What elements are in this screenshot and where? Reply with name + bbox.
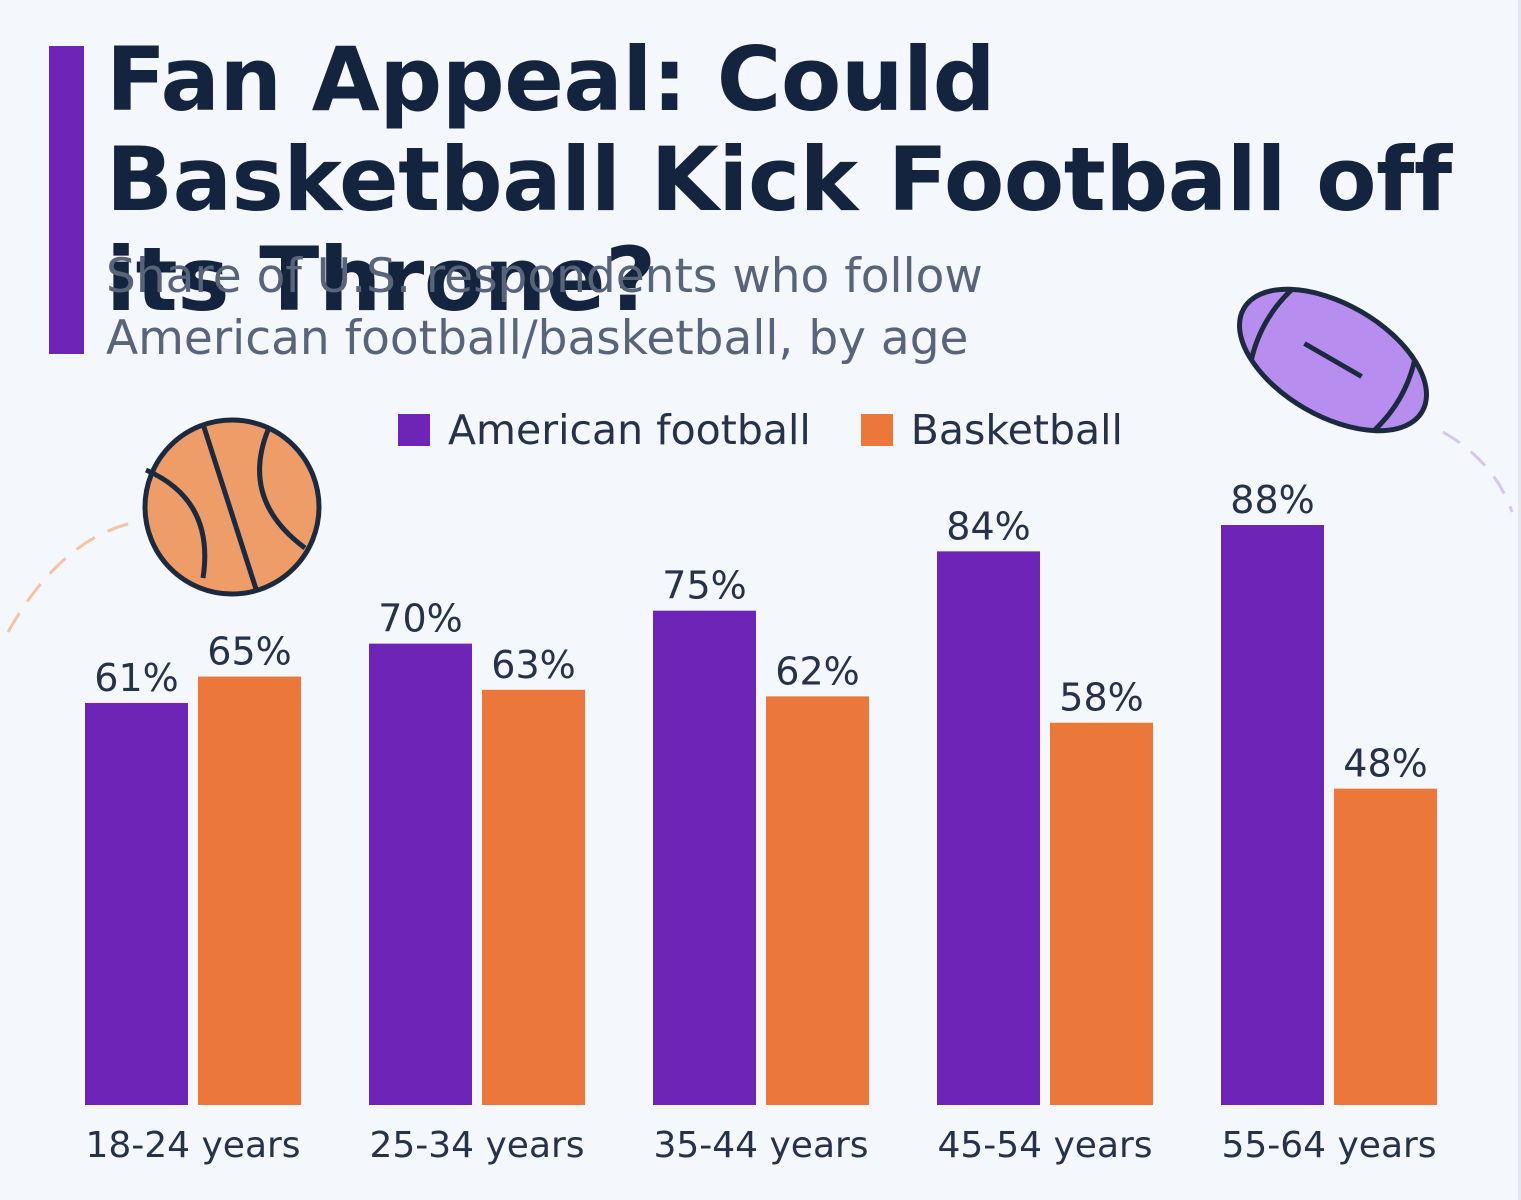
legend-item-basketball: Basketball bbox=[860, 406, 1123, 454]
american-football-icon bbox=[1237, 286, 1514, 513]
bar-american-football-55-64-years bbox=[1221, 525, 1324, 1105]
data-label-basketball-25-34-years: 63% bbox=[491, 643, 575, 687]
bar-basketball-55-64-years bbox=[1334, 788, 1437, 1105]
legend-swatch-basketball bbox=[860, 414, 893, 446]
x-tick-label-18-24-years: 18-24 years bbox=[85, 1125, 300, 1166]
legend-label-basketball: Basketball bbox=[910, 406, 1123, 454]
legend-item-football: American football bbox=[398, 406, 811, 454]
basketball-icon bbox=[6, 417, 322, 633]
bar-basketball-45-54-years bbox=[1050, 722, 1153, 1105]
legend-label-football: American football bbox=[448, 406, 811, 454]
data-label-american-football-18-24-years: 61% bbox=[94, 656, 178, 700]
bar-american-football-35-44-years bbox=[653, 610, 756, 1105]
bar-basketball-35-44-years bbox=[766, 696, 869, 1105]
x-tick-label-25-34-years: 25-34 years bbox=[369, 1125, 584, 1166]
legend: American football Basketball bbox=[398, 400, 1123, 460]
data-label-american-football-25-34-years: 70% bbox=[378, 597, 462, 641]
bar-american-football-45-54-years bbox=[937, 551, 1040, 1105]
data-label-basketball-55-64-years: 48% bbox=[1343, 742, 1427, 786]
legend-swatch-football bbox=[398, 414, 430, 446]
bar-basketball-25-34-years bbox=[482, 689, 585, 1105]
chart-title: Fan Appeal: Could Basketball Kick Footba… bbox=[106, 28, 1452, 331]
data-label-american-football-35-44-years: 75% bbox=[662, 564, 746, 608]
bar-american-football-25-34-years bbox=[369, 643, 472, 1105]
bars-group: 61% 65% 18-24 years 70% 63% 25-34 years 75% 62%… bbox=[85, 478, 1437, 1166]
x-tick-label-55-64-years: 55-64 years bbox=[1221, 1125, 1436, 1166]
x-tick-label-45-54-years: 45-54 years bbox=[937, 1125, 1152, 1166]
data-label-basketball-18-24-years: 65% bbox=[207, 630, 291, 674]
title-accent-bar bbox=[49, 46, 84, 354]
chart-subtitle: Share of U.S. respondents who follow Ame… bbox=[106, 249, 983, 366]
right-edge-divider bbox=[1518, 0, 1521, 1200]
data-label-american-football-45-54-years: 84% bbox=[946, 504, 1030, 548]
data-label-basketball-45-54-years: 58% bbox=[1059, 676, 1143, 720]
bar-american-football-18-24-years bbox=[85, 702, 188, 1105]
data-label-basketball-35-44-years: 62% bbox=[775, 649, 859, 693]
x-tick-label-35-44-years: 35-44 years bbox=[653, 1125, 868, 1166]
data-label-american-football-55-64-years: 88% bbox=[1230, 478, 1314, 522]
bar-basketball-18-24-years bbox=[198, 676, 301, 1105]
